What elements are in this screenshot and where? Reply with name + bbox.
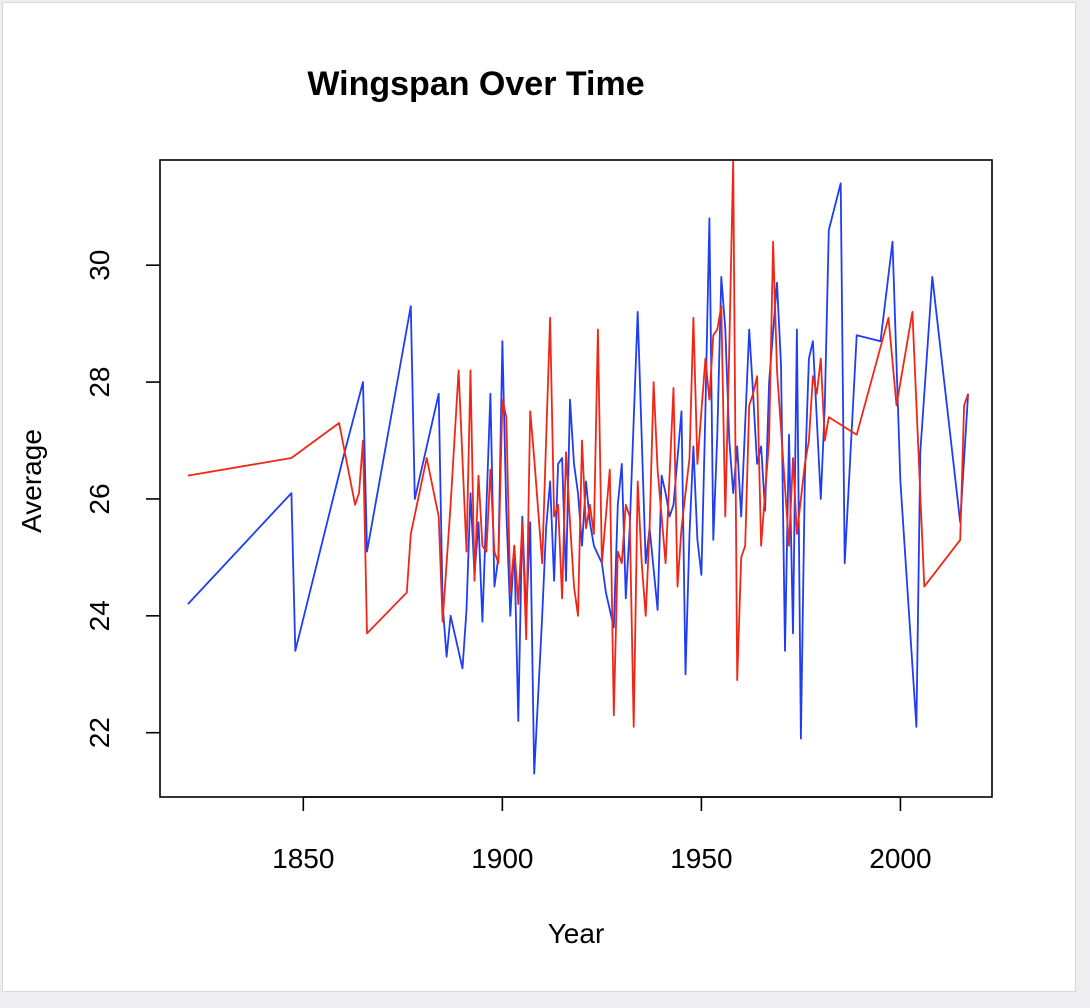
x-axis: 1850 1900 1950 2000	[272, 796, 932, 874]
series-line-1	[187, 182, 969, 775]
x-tick-label-2000: 2000	[869, 843, 931, 874]
y-tick-label-22: 22	[84, 717, 115, 748]
chart-title: Wingspan Over Time	[307, 65, 644, 103]
y-tick-label-28: 28	[84, 367, 115, 398]
y-axis-label: Average	[16, 429, 47, 533]
series-layer	[187, 159, 969, 775]
x-tick-label-1850: 1850	[272, 843, 334, 874]
chart-frame: Wingspan Over Time 1850 1900 1950 2000 22 24…	[2, 2, 1076, 992]
y-tick-label-24: 24	[84, 600, 115, 631]
y-tick-label-26: 26	[84, 483, 115, 514]
x-tick-label-1900: 1900	[471, 843, 533, 874]
series-line-2	[187, 159, 969, 728]
y-tick-label-30: 30	[84, 250, 115, 281]
x-tick-label-1950: 1950	[670, 843, 732, 874]
line-chart: Wingspan Over Time 1850 1900 1950 2000 22 24…	[16, 65, 993, 949]
x-axis-label: Year	[548, 918, 605, 949]
y-axis: 22 24 26 28 30	[84, 250, 160, 748]
